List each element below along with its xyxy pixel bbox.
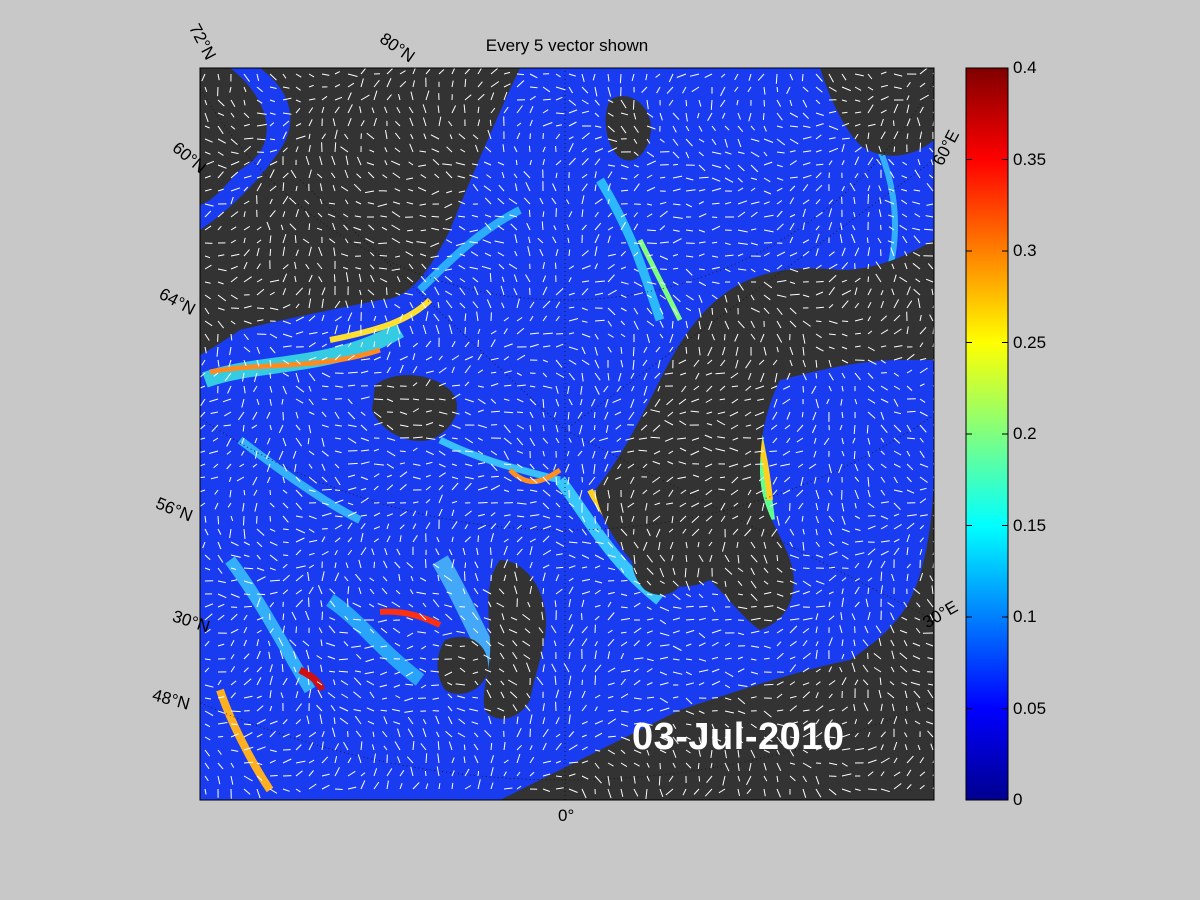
colorbar-tick-label: 0.15 — [1013, 515, 1047, 535]
figure-title: Every 5 vector shown — [485, 36, 649, 55]
map-panel — [200, 68, 934, 800]
colorbar-tick-label: 0.2 — [1013, 424, 1037, 443]
colorbar-tick-marks — [966, 159, 1008, 709]
colorbar-tick-label: 0.25 — [1013, 332, 1047, 352]
colorbar-tick-label: 0.35 — [1013, 149, 1047, 169]
colorbar-tick-label: 0.3 — [1013, 241, 1037, 260]
colorbar — [965, 67, 1009, 801]
lon-label-0: 0° — [558, 806, 575, 825]
current-vectors — [200, 68, 934, 799]
date-label: 03-Jul-2010 — [632, 716, 845, 758]
colorbar-tick-label: 0.4 — [1013, 58, 1037, 77]
colorbar-tick-label: 0 — [1013, 790, 1023, 809]
graticule — [200, 68, 934, 800]
colorbar-tick-label: 0.1 — [1013, 607, 1037, 626]
colorbar-tick-label: 0.05 — [1013, 698, 1047, 718]
map-frame — [199, 67, 935, 801]
